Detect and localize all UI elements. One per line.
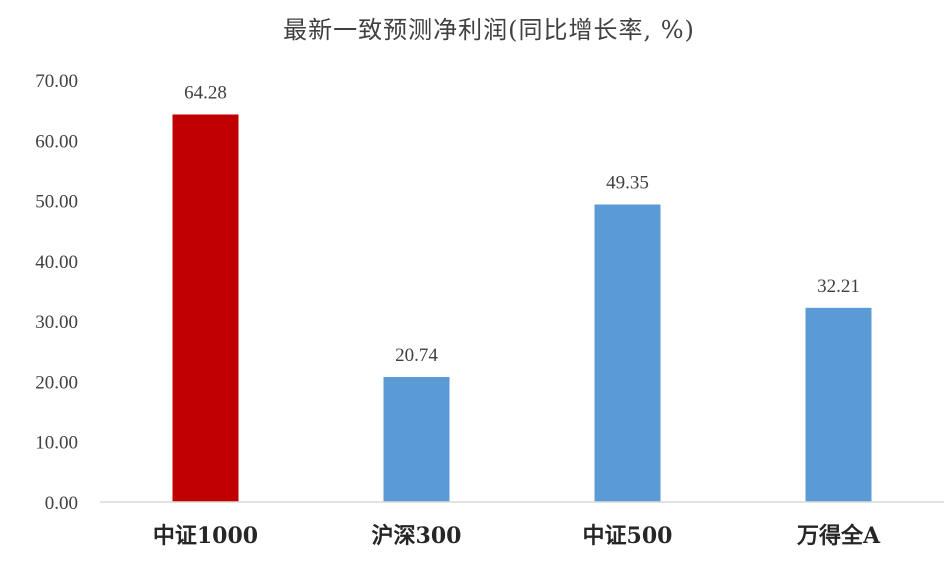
bar <box>805 307 872 502</box>
data-label: 20.74 <box>395 345 438 366</box>
y-tick-label: 40.00 <box>35 252 78 273</box>
data-label: 64.28 <box>184 82 227 103</box>
x-tick-label: 中证500 <box>583 523 673 549</box>
chart-title: 最新一致预测净利润(同比增长率, %) <box>283 16 695 44</box>
bars <box>172 114 872 503</box>
y-tick-label: 10.00 <box>35 433 78 454</box>
data-labels: 64.28 20.74 49.35 32.21 <box>184 82 860 365</box>
x-tick-label: 万得全A <box>796 523 881 549</box>
y-tick-label: 20.00 <box>35 372 78 393</box>
data-label: 32.21 <box>817 276 860 297</box>
y-tick-label: 60.00 <box>35 131 78 152</box>
x-axis-ticks: 中证1000 沪深300 中证500 万得全A <box>153 523 881 549</box>
bar <box>383 376 450 502</box>
bar <box>172 114 239 502</box>
data-label: 49.35 <box>606 172 649 193</box>
y-tick-label: 0.00 <box>45 493 78 514</box>
y-tick-label: 30.00 <box>35 312 78 333</box>
y-tick-label: 50.00 <box>35 192 78 213</box>
y-tick-label: 70.00 <box>35 71 78 92</box>
x-tick-label: 沪深300 <box>372 523 462 549</box>
bar <box>594 204 661 503</box>
y-axis-ticks: 0.00 10.00 20.00 30.00 40.00 50.00 60.00 70.00 <box>35 71 78 514</box>
x-tick-label: 中证1000 <box>153 523 258 549</box>
